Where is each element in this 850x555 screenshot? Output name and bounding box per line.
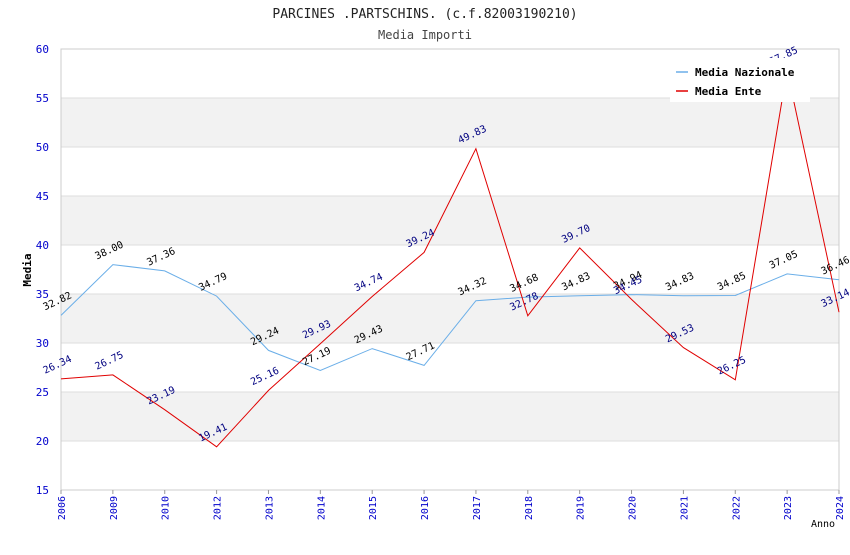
chart-subtitle: Media Importi <box>378 28 472 42</box>
y-tick-label: 60 <box>36 43 49 56</box>
y-tick-label: 55 <box>36 92 49 105</box>
series-line-media-nazionale <box>60 264 840 372</box>
x-tick-label: 2009 <box>109 496 120 520</box>
x-tick-label: 2019 <box>576 496 587 520</box>
x-axis-label: Anno <box>811 519 835 530</box>
y-tick-label: 45 <box>36 190 49 203</box>
data-label: 34.74 <box>353 272 385 295</box>
grid-band <box>61 98 839 147</box>
x-tick-label: 2012 <box>213 496 224 520</box>
x-tick-label: 2021 <box>679 496 690 520</box>
chart-title: PARCINES .PARTSCHINS. (c.f.82003190210) <box>272 7 577 22</box>
grid-band <box>61 392 839 441</box>
y-axis-label: Media <box>21 253 34 286</box>
grid-band <box>61 196 839 245</box>
x-tick-label: 2016 <box>420 496 431 520</box>
x-tick-label: 2022 <box>731 496 742 520</box>
data-label: 37.05 <box>768 249 800 272</box>
y-tick-label: 15 <box>36 484 49 497</box>
legend-background <box>670 58 810 102</box>
data-label: 34.79 <box>197 271 229 294</box>
data-label: 27.71 <box>405 340 437 363</box>
x-tick-label: 2017 <box>472 496 483 520</box>
data-label: 36.46 <box>820 255 850 278</box>
data-label: 27.19 <box>301 346 333 369</box>
x-tick-label: 2014 <box>316 496 327 520</box>
legend-label: Media Nazionale <box>695 66 795 79</box>
x-tick-label: 2024 <box>835 496 846 520</box>
x-tick-label: 2013 <box>264 496 275 520</box>
data-label: 25.16 <box>249 365 281 388</box>
data-label: 26.34 <box>42 354 74 377</box>
y-tick-label: 30 <box>36 337 49 350</box>
x-tick-label: 2020 <box>628 496 639 520</box>
y-tick-label: 35 <box>36 288 49 301</box>
x-tick-label: 2015 <box>368 496 379 520</box>
x-tick-label: 2006 <box>57 496 68 520</box>
data-label: 26.25 <box>716 355 748 378</box>
x-tick-label: 2010 <box>161 496 172 520</box>
legend-label: Media Ente <box>695 85 762 98</box>
x-tick-label: 2018 <box>524 496 535 520</box>
grid-band <box>61 294 839 343</box>
y-tick-label: 25 <box>36 386 49 399</box>
data-label: 34.83 <box>664 271 696 294</box>
data-label: 34.85 <box>716 270 748 293</box>
data-label: 37.36 <box>145 246 177 269</box>
data-label: 26.75 <box>93 350 125 373</box>
y-tick-label: 40 <box>36 239 49 252</box>
data-label: 34.83 <box>560 271 592 294</box>
y-tick-label: 20 <box>36 435 49 448</box>
series-line-media-ente <box>60 69 840 448</box>
y-tick-label: 50 <box>36 141 49 154</box>
x-tick-label: 2023 <box>783 496 794 520</box>
legend: Media Nazionale Media Ente <box>670 58 810 102</box>
plot-frame <box>60 48 840 491</box>
